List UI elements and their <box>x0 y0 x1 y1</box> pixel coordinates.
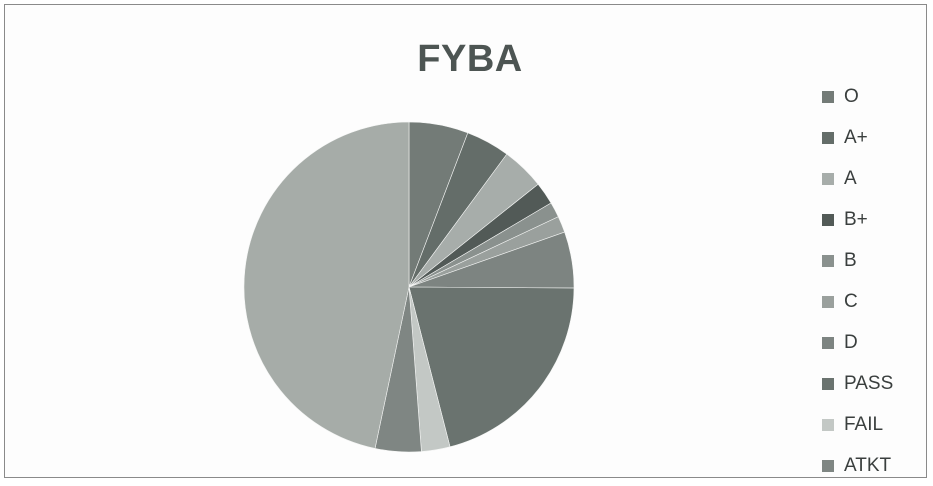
legend-label: B+ <box>844 208 868 230</box>
chart-legend: O A+ A B+ B C D PASS FAIL ATKT <box>822 76 922 486</box>
legend-label: PASS <box>844 372 894 394</box>
legend-label: D <box>844 331 858 353</box>
legend-swatch <box>822 459 834 472</box>
legend-item: FAIL <box>822 404 922 445</box>
legend-item: ATKT <box>822 445 922 486</box>
legend-item: A <box>822 158 922 199</box>
legend-item: PASS <box>822 363 922 404</box>
legend-label: O <box>844 85 859 107</box>
legend-item: D <box>822 322 922 363</box>
legend-item: B <box>822 240 922 281</box>
legend-swatch <box>822 254 834 267</box>
legend-item: C <box>822 281 922 322</box>
legend-swatch <box>822 90 834 103</box>
pie-slice-unlabeled <box>243 121 410 449</box>
legend-swatch <box>822 213 834 226</box>
legend-swatch <box>822 172 834 185</box>
legend-swatch <box>822 336 834 349</box>
legend-swatch <box>822 295 834 308</box>
legend-label: A <box>844 167 857 189</box>
legend-swatch <box>822 418 834 431</box>
legend-label: A+ <box>844 126 868 148</box>
legend-label: FAIL <box>844 413 884 435</box>
pie-slice-pass <box>408 286 575 448</box>
chart-title: FYBA <box>417 38 523 80</box>
legend-label: C <box>844 290 858 312</box>
legend-label: B <box>844 249 857 271</box>
legend-swatch <box>822 131 834 144</box>
legend-item: O <box>822 76 922 117</box>
legend-label: ATKT <box>844 454 892 476</box>
legend-item: A+ <box>822 117 922 158</box>
legend-item: B+ <box>822 199 922 240</box>
legend-swatch <box>822 377 834 390</box>
